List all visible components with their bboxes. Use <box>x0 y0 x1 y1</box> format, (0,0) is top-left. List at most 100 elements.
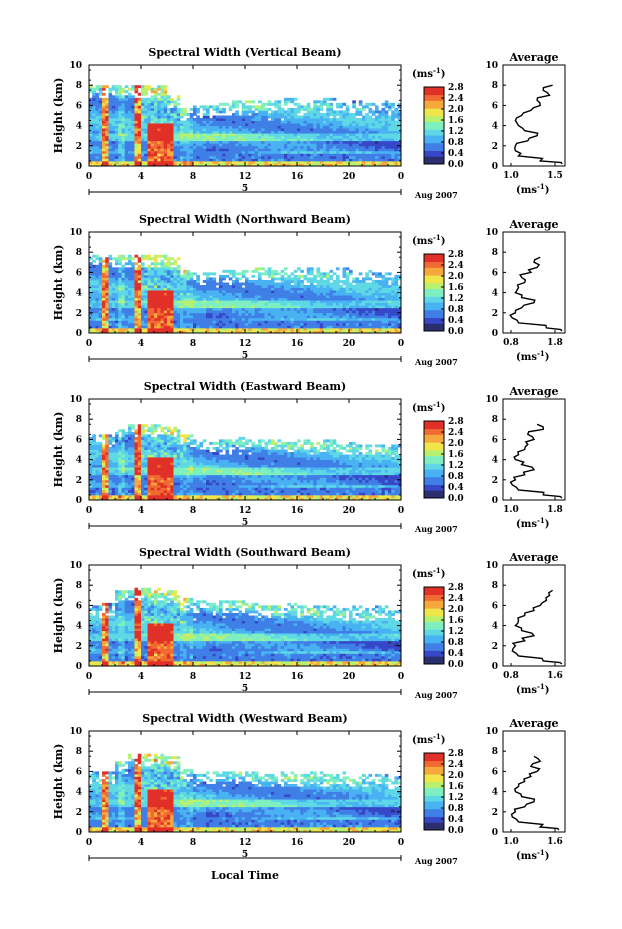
heatmap-cell <box>118 279 122 283</box>
heatmap-cell <box>368 143 373 147</box>
heatmap-cell <box>232 269 236 273</box>
heatmap-cell <box>381 145 386 149</box>
heatmap-cell <box>316 145 321 149</box>
heatmap-cell <box>183 317 187 321</box>
heatmap-cell <box>128 257 132 261</box>
heatmap-cell <box>271 272 275 276</box>
heatmap-cell <box>183 277 187 281</box>
heatmap-cell <box>267 155 272 159</box>
heatmap-cell <box>196 287 200 291</box>
heatmap-cell <box>300 295 304 299</box>
heatmap-cell <box>183 302 187 306</box>
heatmap-cell <box>157 315 161 319</box>
heatmap-cell <box>306 312 311 316</box>
heatmap-cell <box>254 282 259 286</box>
heatmap-cell <box>193 130 197 134</box>
heatmap-cell <box>349 112 353 116</box>
colorbar-cell <box>424 158 444 161</box>
heatmap-cell <box>225 102 230 106</box>
heatmap-cell <box>241 269 246 273</box>
heatmap-cell <box>358 279 363 283</box>
heatmap-cell <box>397 115 402 119</box>
heatmap-cell <box>95 105 100 109</box>
heatmap-cell <box>303 310 308 314</box>
heatmap-cell <box>323 285 327 288</box>
heatmap-cell <box>128 110 132 114</box>
heatmap-cell <box>349 130 353 134</box>
heatmap-cell <box>271 312 275 316</box>
heatmap-cell <box>349 297 353 301</box>
heatmap-cell <box>134 315 139 319</box>
heatmap-cell <box>134 125 139 129</box>
heatmap-cell <box>180 125 184 129</box>
heatmap-cell <box>394 274 399 278</box>
heatmap-cell <box>284 330 288 334</box>
heatmap-cell <box>303 274 308 278</box>
heatmap-cell <box>238 297 243 301</box>
heatmap-cell <box>206 145 210 149</box>
heatmap-cell <box>183 310 187 314</box>
heatmap-cell <box>332 110 337 114</box>
heatmap-cell <box>115 140 119 144</box>
heatmap-cell <box>336 297 340 301</box>
heatmap-cell <box>345 140 350 144</box>
heatmap-cell <box>274 105 278 109</box>
heatmap-cell <box>388 138 392 142</box>
heatmap-cell <box>245 155 249 159</box>
heatmap-cell <box>180 112 184 116</box>
heatmap-cell <box>222 290 226 293</box>
heatmap-cell <box>196 312 200 316</box>
heatmap-cell <box>128 140 132 144</box>
heatmap-cell <box>89 292 93 296</box>
heatmap-cell <box>111 307 116 311</box>
heatmap-cell <box>349 138 353 142</box>
heatmap-cell <box>154 105 158 109</box>
heatmap-cell <box>105 297 109 301</box>
heatmap-cell <box>248 292 252 296</box>
heatmap-cell <box>251 290 256 293</box>
heatmap-cell <box>355 277 360 281</box>
heatmap-cell <box>144 145 148 149</box>
heatmap-cell <box>124 135 129 139</box>
heatmap-cell <box>349 312 353 316</box>
heatmap-cell <box>394 148 399 152</box>
heatmap-cell <box>189 302 194 306</box>
heatmap-cell <box>160 259 165 263</box>
heatmap-cell <box>228 325 233 329</box>
heatmap-cell <box>329 302 334 306</box>
heatmap-cell <box>228 158 233 162</box>
heatmap-cell <box>310 312 314 316</box>
heatmap-cell <box>157 300 161 304</box>
heatmap-cell <box>332 153 337 157</box>
heatmap-cell <box>102 274 106 278</box>
heatmap-cell <box>141 282 145 286</box>
colorbar-cell <box>424 129 444 132</box>
heatmap-cell <box>345 292 350 296</box>
heatmap-cell <box>160 95 165 99</box>
heatmap-cell <box>241 302 246 306</box>
heatmap-cell <box>196 153 200 157</box>
heatmap-cell <box>144 155 148 159</box>
heatmap-cell <box>358 100 363 104</box>
heatmap-cell <box>245 135 249 139</box>
heatmap-cell <box>131 272 135 276</box>
heatmap-cell <box>365 158 369 162</box>
heatmap-cell <box>199 297 204 301</box>
heatmap-cell <box>121 317 126 321</box>
colorbar-cell <box>424 140 444 144</box>
heatmap-cell <box>105 107 109 111</box>
heatmap-cell <box>124 257 129 261</box>
heatmap-cell <box>206 163 210 167</box>
heatmap-cell <box>137 307 142 311</box>
heatmap-cell <box>141 292 145 296</box>
heatmap-cell <box>128 259 132 263</box>
heatmap-cell <box>137 269 142 273</box>
heatmap-cell <box>375 128 379 132</box>
heatmap-cell <box>310 287 314 291</box>
heatmap-cell <box>206 300 210 304</box>
heatmap-cell <box>342 300 347 304</box>
heatmap-cell <box>384 305 389 309</box>
heatmap-cell <box>326 145 330 149</box>
heatmap-cell <box>111 305 116 309</box>
heatmap-cell <box>316 143 321 147</box>
